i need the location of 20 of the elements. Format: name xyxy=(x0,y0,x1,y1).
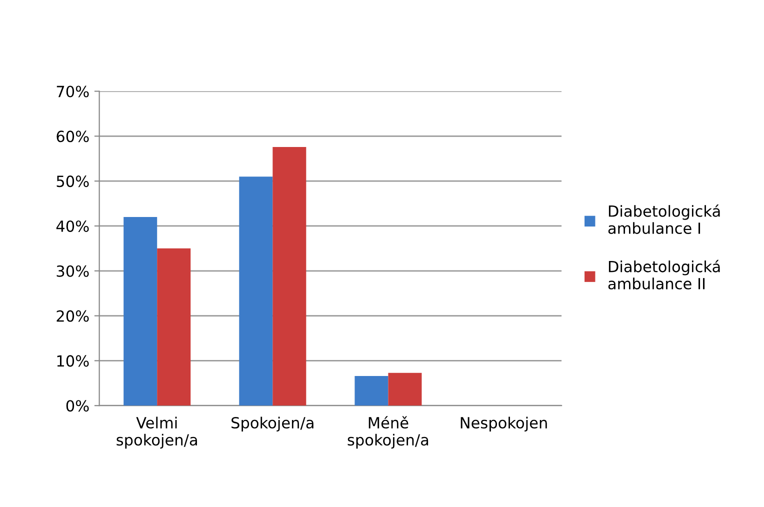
x-tick-label: Nespokojen xyxy=(460,416,547,432)
bar xyxy=(354,376,388,406)
bar xyxy=(239,176,273,406)
y-tick-label: 50% xyxy=(56,176,89,188)
x-tick-label: Méně spokojen/a xyxy=(348,416,428,449)
y-tick-label: 60% xyxy=(56,130,89,142)
y-tick-label: 30% xyxy=(56,265,89,277)
y-tick-label: 0% xyxy=(66,400,89,412)
bar xyxy=(124,216,158,406)
legend-label: Diabetologická ambulance II xyxy=(608,260,720,290)
y-tick-label: 20% xyxy=(56,310,89,322)
bar xyxy=(388,372,422,406)
y-tick-label: 10% xyxy=(57,355,89,367)
y-tick-label: 40% xyxy=(56,220,89,232)
x-tick-label: Spokojen/a xyxy=(232,416,314,432)
x-tick-label: Velmi spokojen/a xyxy=(116,416,197,449)
legend-label: Diabetologická ambulance I xyxy=(608,204,720,234)
y-tick-label: 70% xyxy=(56,86,89,98)
bar xyxy=(272,146,306,406)
bar xyxy=(157,248,191,406)
